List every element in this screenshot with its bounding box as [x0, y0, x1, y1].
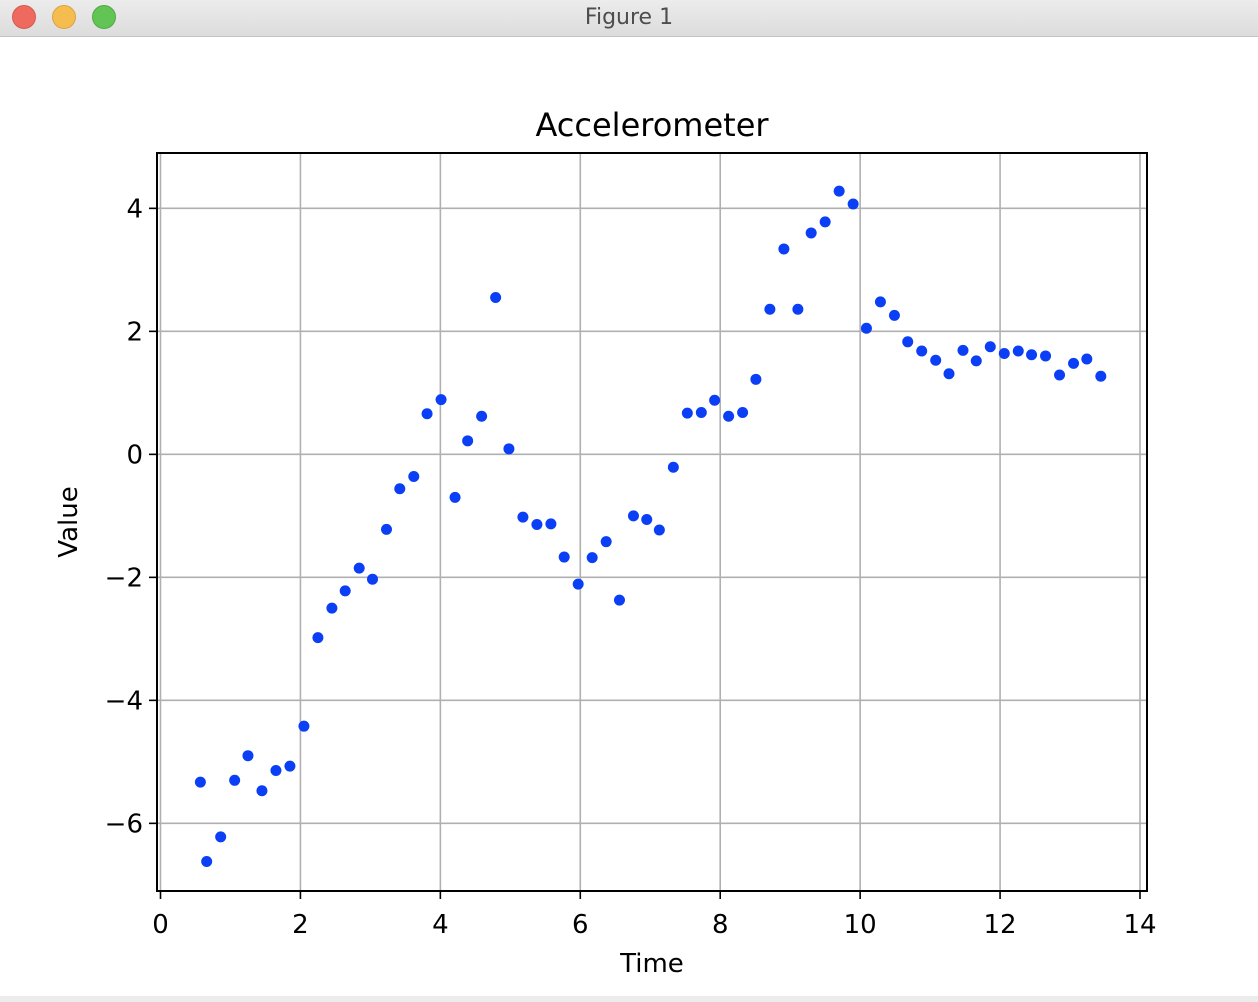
data-point [764, 303, 776, 315]
data-point [339, 585, 351, 597]
axis-ticks: 0 2 4 6 8 10 12 14 −6 −4 −2 0 2 4 [105, 194, 1157, 940]
data-point [874, 296, 886, 308]
data-point [1081, 353, 1093, 365]
data-point [833, 185, 845, 197]
data-point [1068, 357, 1080, 369]
data-points [194, 185, 1107, 867]
close-window-button[interactable] [12, 5, 36, 29]
y-tick-label: 2 [126, 317, 143, 347]
data-point [394, 483, 406, 495]
data-point [737, 407, 749, 419]
data-point [353, 562, 365, 574]
data-point [380, 523, 392, 535]
data-point [667, 461, 679, 473]
data-point [681, 407, 693, 419]
data-point [600, 536, 612, 548]
x-tick-label: 8 [712, 910, 729, 940]
data-point [408, 470, 420, 482]
data-point [503, 443, 515, 455]
x-tick-label: 0 [152, 910, 169, 940]
data-point [888, 309, 900, 321]
y-tick-label: −4 [105, 686, 143, 716]
data-point [627, 510, 639, 522]
data-point [270, 764, 282, 776]
data-point [970, 355, 982, 367]
x-tick-label: 12 [984, 910, 1017, 940]
zoom-window-button[interactable] [92, 5, 116, 29]
x-tick-label: 10 [844, 910, 877, 940]
data-point [256, 785, 268, 797]
data-point [916, 345, 928, 357]
y-tick-label: 0 [126, 440, 143, 470]
data-point [792, 303, 804, 315]
data-point [1054, 369, 1066, 381]
data-point [819, 216, 831, 228]
data-point [1026, 349, 1038, 361]
data-point [998, 347, 1010, 359]
data-point [805, 227, 817, 239]
data-point [641, 514, 653, 526]
grid-lines [157, 153, 1147, 891]
data-point [572, 578, 584, 590]
data-point [476, 410, 488, 422]
y-tick-label: −2 [105, 563, 143, 593]
data-point [201, 855, 213, 867]
y-tick-label: 4 [126, 194, 143, 224]
data-point [421, 408, 433, 420]
data-point [366, 573, 378, 585]
data-point [242, 750, 254, 762]
chart-title: Accelerometer [535, 106, 769, 144]
data-point [653, 524, 665, 536]
data-point [778, 243, 790, 255]
data-point [1012, 345, 1024, 357]
data-point [943, 368, 955, 380]
x-tick-label: 2 [292, 910, 309, 940]
data-point [449, 491, 461, 503]
data-point [957, 344, 969, 356]
data-point [229, 774, 241, 786]
data-point [709, 394, 721, 406]
minimize-window-button[interactable] [52, 5, 76, 29]
data-point [298, 720, 310, 732]
data-point [723, 410, 735, 422]
figure-canvas: 0 2 4 6 8 10 12 14 −6 −4 −2 0 2 4 Accelerometer Time … [0, 38, 1258, 996]
data-point [847, 198, 859, 210]
data-point [215, 831, 227, 843]
data-point [531, 518, 543, 530]
data-point [326, 602, 338, 614]
window-bottom-edge [0, 996, 1258, 1002]
y-tick-label: −6 [105, 809, 143, 839]
data-point [284, 760, 296, 772]
window-titlebar[interactable]: Figure 1 [0, 0, 1258, 37]
data-point [695, 407, 707, 419]
data-point [1040, 350, 1052, 362]
data-point [613, 594, 625, 606]
x-tick-label: 6 [572, 910, 589, 940]
data-point [194, 776, 206, 788]
data-point [586, 552, 598, 564]
data-point [435, 394, 447, 406]
x-tick-label: 14 [1123, 910, 1156, 940]
data-point [1095, 370, 1107, 382]
x-tick-label: 4 [432, 910, 449, 940]
data-point [545, 518, 557, 530]
data-point [902, 336, 914, 348]
data-point [462, 435, 474, 447]
data-point [860, 322, 872, 334]
data-point [750, 373, 762, 385]
x-axis-label: Time [619, 949, 684, 979]
axes-frame [156, 152, 1148, 892]
data-point [490, 292, 502, 304]
data-point [984, 341, 996, 353]
window-title: Figure 1 [584, 5, 674, 30]
data-point [312, 632, 324, 644]
data-point [517, 511, 529, 523]
data-point [930, 354, 942, 366]
y-axis-label: Value [54, 486, 84, 557]
data-point [558, 551, 570, 563]
